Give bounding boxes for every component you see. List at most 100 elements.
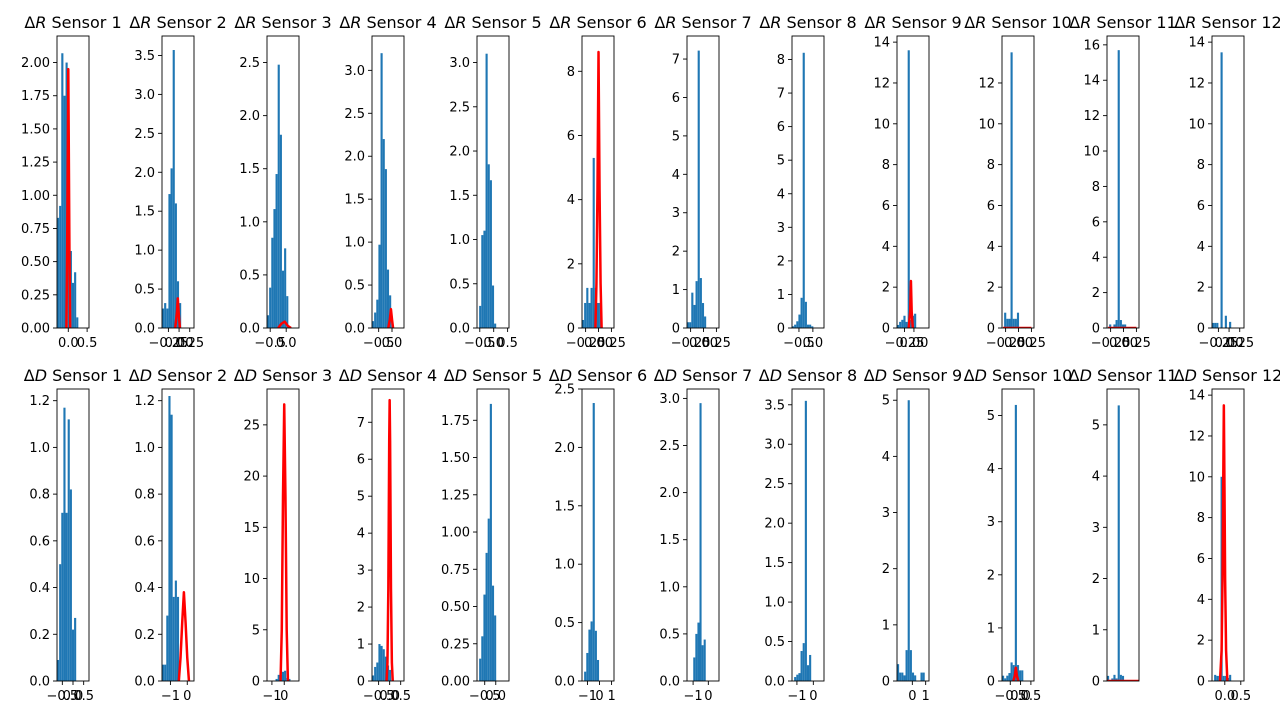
y-tick-label: 8 (882, 158, 890, 173)
y-tick-label: 14 (1188, 36, 1205, 51)
subplot-dd-sensor-4: 0 1 2 3 4 5 6 7 −0.50.00.5 ΔD Sensor 4 (339, 366, 437, 704)
axes-frame (686, 35, 720, 329)
histogram-bar (914, 313, 917, 328)
histogram-bar (903, 315, 906, 328)
y-tick-label: 2 (357, 601, 365, 616)
x-tick-label: 0.25 (1017, 336, 1046, 351)
y-tick-label: 5 (777, 154, 785, 169)
y-tick-label: 1.5 (764, 556, 785, 571)
histogram-bar (162, 664, 165, 681)
subplot-title: ΔR Sensor 11 (1069, 13, 1176, 32)
y-tick-label: 3.0 (344, 64, 365, 79)
plot-area (1002, 404, 1024, 681)
y-tick-label: 14 (1083, 74, 1100, 89)
y-tick-label: 0.0 (554, 675, 575, 690)
histogram-bar (1222, 675, 1225, 681)
axes-frame (1106, 35, 1140, 329)
histogram-bar (911, 672, 915, 681)
x-tick-label: 0.25 (597, 336, 626, 351)
histogram-bar (376, 662, 379, 681)
y-tick-label: 5 (672, 129, 680, 144)
histogram-bar (76, 317, 79, 328)
x-tick-label: −1 (787, 689, 806, 704)
x-tick-label: −1 (161, 689, 180, 704)
histogram-bar (481, 636, 484, 681)
histogram-bar (389, 669, 392, 681)
subplot-title: ΔR Sensor 7 (654, 13, 751, 32)
y-tick-label: 4 (357, 527, 365, 542)
histogram-bar (1229, 674, 1232, 681)
histogram-bar (279, 134, 282, 328)
y-tick-label: 2.00 (21, 56, 50, 71)
histogram-bar (794, 324, 797, 328)
histogram-bar (168, 194, 171, 328)
histogram-bar (1119, 674, 1122, 681)
y-tick-label: 1.50 (441, 451, 470, 466)
subplot-title: ΔR Sensor 10 (964, 13, 1071, 32)
x-tick-label: 0 (704, 689, 712, 704)
histogram-bar (590, 621, 593, 681)
y-tick-label: 2 (1092, 286, 1100, 301)
histogram-bar (491, 285, 495, 328)
x-tick-label: −0.5 (363, 336, 395, 351)
subplot-dr-sensor-11: 0 2 4 6 8 10 12 14 16 −0.250.000.25 ΔR Sensor 11 (1069, 13, 1176, 351)
y-tick-label: 3 (672, 206, 680, 221)
subplot-dd-sensor-11: 0 1 2 3 4 5 ΔD Sensor 11 (1069, 366, 1178, 690)
histogram-bar (796, 321, 799, 328)
y-tick-label: 0 (882, 675, 890, 690)
y-tick-label: 2 (1197, 634, 1205, 649)
histogram-bar (905, 321, 908, 328)
y-tick-label: 0.75 (21, 222, 50, 237)
y-tick-label: 1.0 (134, 441, 155, 456)
plot-area (372, 53, 395, 328)
x-tick-label: 0.5 (390, 689, 411, 704)
y-tick-label: 0 (567, 322, 575, 337)
histogram-bar (277, 64, 280, 328)
x-tick-label: −0.5 (254, 336, 286, 351)
y-tick-label: 2 (567, 257, 575, 272)
y-tick-label: 1.0 (239, 215, 260, 230)
subplot-title: ΔD Sensor 1 (24, 366, 122, 385)
histogram-bar (897, 664, 900, 681)
histogram-bar (584, 671, 587, 681)
histogram-bar (798, 314, 801, 328)
histogram-bar (1224, 315, 1227, 328)
histogram-bar (59, 205, 62, 328)
plot-area (267, 64, 292, 328)
histogram-bar (796, 674, 799, 681)
y-tick-label: 1.5 (554, 499, 575, 514)
x-tick-label: −0.25 (986, 336, 1026, 351)
x-tick-label: −0.5 (47, 689, 79, 704)
y-tick-label: 1 (672, 283, 680, 298)
histogram-bar (489, 403, 492, 681)
plot-area (584, 403, 600, 681)
histogram-bar (804, 301, 807, 328)
y-tick-label: 0.2 (134, 628, 155, 643)
axes-frame (686, 388, 720, 682)
y-tick-label: 0.00 (21, 322, 50, 337)
histogram-bar (1006, 318, 1009, 328)
histogram-bar (1119, 320, 1122, 328)
histogram-bar (489, 180, 492, 328)
x-tick-label: 0.0 (379, 689, 400, 704)
y-tick-label: 0.5 (659, 627, 680, 642)
y-tick-label: 1.2 (134, 394, 155, 409)
y-tick-label: 3 (882, 506, 890, 521)
axes-frame (371, 35, 405, 329)
plot-area (897, 400, 925, 681)
histogram-bar (1010, 52, 1013, 328)
histogram-bar (811, 326, 814, 328)
y-tick-label: 1 (357, 638, 365, 653)
histogram-bar (586, 652, 589, 681)
subplot-title: ΔR Sensor 9 (864, 13, 961, 32)
histogram-bar (897, 324, 900, 328)
y-tick-label: 2 (882, 281, 890, 296)
subplot-title: ΔD Sensor 8 (759, 366, 857, 385)
subplot-dd-sensor-8: 0.0 0.5 1.0 1.5 2.0 2.5 3.0 3.5 −1 0 ΔD Sensor 8 (759, 366, 857, 704)
y-tick-label: 4 (1092, 251, 1100, 266)
histogram-bar (596, 659, 600, 681)
fit-curve (387, 307, 395, 328)
axes-frame (56, 35, 90, 329)
fit-curve (65, 67, 72, 328)
